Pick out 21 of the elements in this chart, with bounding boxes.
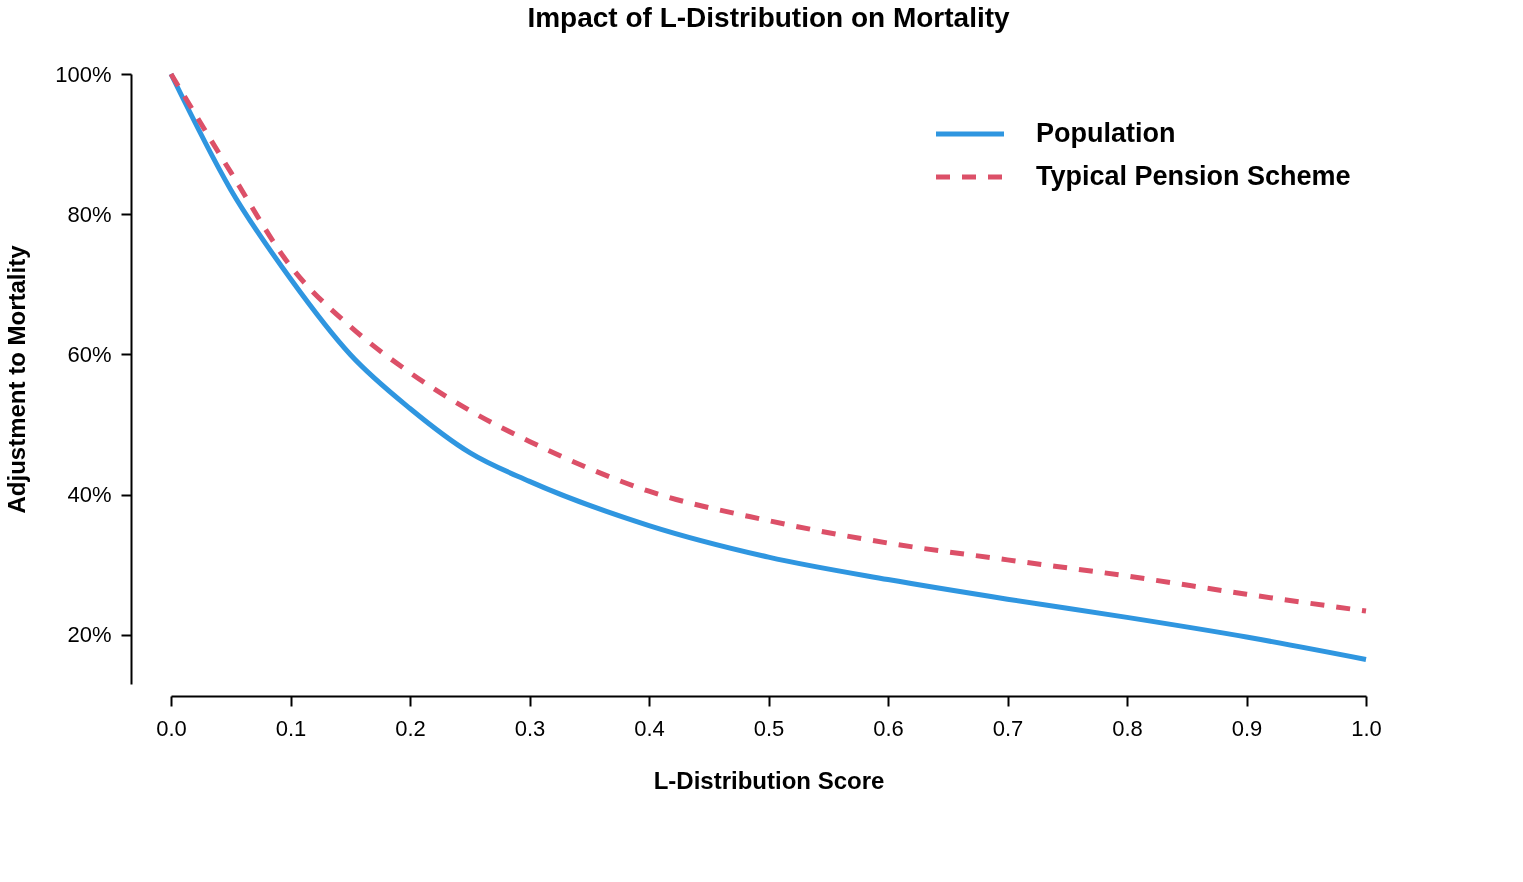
y-tick-label: 20%	[67, 622, 112, 648]
y-tick-label: 60%	[67, 341, 112, 367]
legend-label: Population	[1036, 118, 1176, 148]
x-tick-label: 0.2	[395, 715, 426, 741]
x-tick-label: 0.5	[753, 715, 785, 741]
x-tick-label: 0.6	[873, 715, 904, 741]
x-tick-label: 0.8	[1112, 715, 1143, 741]
x-tick-label: 0.0	[156, 715, 187, 741]
y-tick-label: 100%	[55, 61, 112, 87]
x-tick-label: 0.4	[634, 715, 665, 741]
x-axis-title: L-Distribution Score	[653, 766, 885, 794]
y-tick-label: 40%	[67, 482, 112, 508]
legend-label: Typical Pension Scheme	[1036, 161, 1351, 191]
x-tick-label: 1.0	[1351, 715, 1382, 741]
chart-title: Impact of L-Distribution on Mortality	[527, 2, 1011, 33]
x-tick-label: 0.3	[514, 715, 546, 741]
x-tick-label: 0.1	[275, 715, 307, 741]
x-tick-label: 0.9	[1231, 715, 1263, 741]
x-tick-label: 0.7	[992, 715, 1024, 741]
y-tick-label: 80%	[67, 201, 112, 227]
y-axis-title: Adjustment to Mortality	[3, 244, 31, 514]
